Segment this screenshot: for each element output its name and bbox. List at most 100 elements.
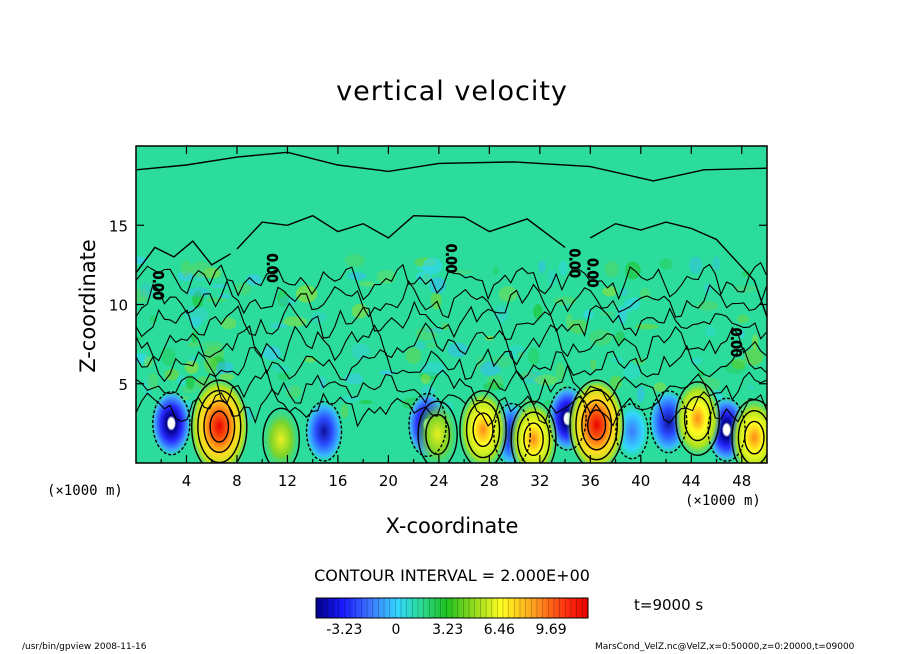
contour-line (136, 300, 767, 341)
colorbar-ticks (315, 598, 589, 618)
contour-line (136, 151, 767, 182)
turbulence-patch (538, 260, 546, 273)
contour-line (236, 214, 566, 250)
contour-line (587, 409, 607, 441)
turbulence-patch (659, 258, 673, 270)
turbulence-patch (359, 399, 373, 405)
turbulence-patch (204, 357, 219, 375)
turbulence-patch (187, 287, 210, 297)
contour-line (581, 399, 613, 451)
turbulence-patch (149, 315, 158, 323)
turbulence-patch (144, 355, 153, 368)
contour-line (465, 401, 501, 459)
turbulence-patch (704, 325, 716, 337)
contour-interval-label: CONTOUR INTERVAL = 2.000E+00 (314, 566, 590, 585)
turbulence-patch (565, 313, 573, 329)
updraft-cell (415, 398, 461, 463)
x-tick-label: 48 (732, 472, 751, 490)
colorbar-tick-label: 0 (391, 622, 401, 638)
turbulence-patch (547, 269, 558, 286)
turbulence-patch (319, 376, 326, 390)
colorbar-tick-label: -3.23 (326, 622, 363, 638)
turbulence-patch (689, 256, 703, 274)
contour-label: 0.00 (263, 254, 278, 283)
turbulence-patch (422, 272, 431, 284)
turbulence-patch (422, 257, 443, 275)
y-tick-label: 15 (109, 217, 128, 235)
turbulence-patch (528, 348, 540, 366)
updraft-cell (187, 375, 251, 463)
turbulence-patch (344, 254, 366, 267)
turbulence-patch (283, 316, 308, 327)
contour-line (305, 400, 343, 462)
turbulence-patch (192, 290, 204, 308)
turbulence-patch (534, 374, 558, 386)
convective-cells (150, 375, 767, 463)
turbulence-patch (582, 309, 594, 319)
turbulence-patch (141, 377, 154, 396)
turbulence-patch (176, 374, 186, 386)
contour-line (408, 392, 447, 458)
contour-line (459, 390, 507, 463)
turbulence-patch (636, 386, 645, 403)
contour-line (575, 389, 619, 461)
contour-line (737, 409, 767, 463)
turbulence-patch (736, 314, 749, 324)
turbulence-patch (590, 359, 597, 371)
turbulence-patch (738, 329, 745, 339)
turbulence-patch (341, 403, 349, 419)
turbulence-patch (184, 305, 209, 324)
x-tick-label: 40 (631, 472, 650, 490)
x-tick-label: 20 (379, 472, 398, 490)
contour-line (493, 402, 531, 463)
contour-line (136, 240, 231, 274)
contour-line (510, 400, 557, 463)
contour-line (472, 412, 494, 448)
contour-line (136, 261, 767, 301)
contour-line (136, 344, 767, 383)
turbulence-patch (731, 358, 746, 370)
turbulence-patch (184, 360, 199, 374)
time-label: t=9000 s (634, 596, 704, 614)
contour-line (569, 379, 624, 463)
contour-line (523, 422, 544, 457)
turbulence-patch (491, 355, 513, 368)
turbulence-patch (746, 385, 756, 390)
turbulence-patch (533, 304, 543, 320)
y-tick-label: 10 (109, 297, 128, 315)
turbulence-patch (617, 306, 627, 324)
contour-label: 0.00 (150, 271, 165, 300)
turbulence-patch (612, 356, 624, 363)
colorbar-tick-label: 9.69 (535, 622, 567, 638)
turbulence-patch (698, 370, 705, 377)
turbulence-patch (429, 276, 446, 295)
turbulence-patch (405, 347, 422, 365)
turbulence-patch (359, 280, 375, 287)
turbulence-patch (182, 385, 198, 394)
colorbar-tick-label: 6.46 (483, 622, 515, 638)
turbulence-patch (246, 274, 262, 286)
footer-left: /usr/bin/gpview 2008-11-16 (22, 642, 147, 652)
turbulence-patch (415, 271, 433, 283)
turbulence-patch (479, 361, 501, 376)
footer-right: MarsCond_VelZ.nc@VelZ,x=0:50000,z=0:2000… (595, 642, 855, 652)
turbulence-patch (724, 360, 746, 374)
turbulence-patch (310, 311, 327, 323)
contour-label: 0.00 (442, 244, 457, 273)
turbulence-patch (347, 272, 367, 280)
turbulence-patch (220, 317, 237, 330)
turbulence-patch (492, 266, 499, 275)
updraft-cell (672, 378, 723, 459)
turbulence-patch (136, 353, 149, 364)
turbulence-patch (352, 343, 370, 360)
axis-ticks (136, 146, 768, 463)
updraft-cell (507, 397, 560, 463)
x-tick-label: 24 (429, 472, 448, 490)
downdraft-cell (150, 388, 193, 458)
turbulence-patch (498, 286, 518, 302)
turbulence-patch (164, 369, 180, 381)
x-tick-label: 16 (328, 472, 347, 490)
turbulence-patch (589, 329, 613, 346)
